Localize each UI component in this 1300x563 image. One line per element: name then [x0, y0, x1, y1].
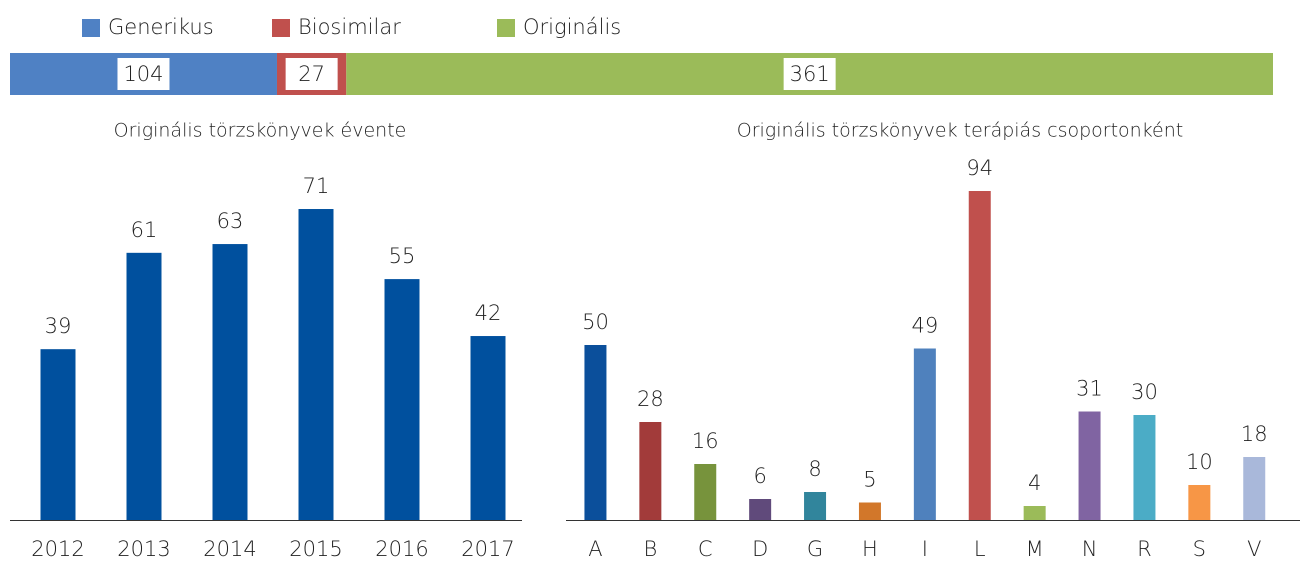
value-label: 63: [217, 209, 244, 233]
value-label: 18: [1241, 422, 1268, 446]
legend-swatch: [272, 19, 290, 37]
bar: [1133, 415, 1156, 520]
bar: [968, 191, 991, 520]
x-tick-label: 2012: [31, 537, 84, 561]
value-label-box: [285, 58, 338, 90]
value-label: 104: [123, 62, 163, 86]
x-tick-label: B: [643, 537, 657, 561]
value-label: 27: [298, 62, 325, 86]
chart-title: Originális törzskönyvek terápiás csoport…: [737, 120, 1183, 142]
x-tick-label: L: [974, 537, 986, 561]
value-label: 10: [1186, 450, 1213, 474]
value-label: 94: [966, 156, 993, 180]
bar: [212, 244, 248, 520]
x-tick-label: A: [588, 537, 602, 561]
value-label: 361: [790, 62, 830, 86]
legend-label: Originális: [523, 15, 621, 39]
value-label: 16: [692, 429, 719, 453]
value-label: 71: [303, 174, 330, 198]
legend-label: Generikus: [108, 15, 214, 39]
value-label: 5: [863, 468, 876, 492]
value-label-box: [783, 58, 836, 90]
value-label: 30: [1131, 380, 1158, 404]
bar: [749, 499, 772, 520]
x-tick-label: I: [922, 537, 928, 561]
x-tick-label: M: [1026, 537, 1044, 561]
value-label: 39: [45, 314, 72, 338]
x-tick-label: 2014: [203, 537, 256, 561]
bar: [126, 252, 162, 520]
bar: [1078, 411, 1101, 520]
x-tick-label: 2016: [375, 537, 428, 561]
value-label: 50: [582, 310, 609, 334]
bar: [384, 279, 420, 520]
x-tick-label: 2013: [117, 537, 170, 561]
bar: [470, 336, 506, 520]
value-label: 8: [808, 457, 821, 481]
value-label: 55: [389, 244, 416, 268]
chart-title: Originális törzskönyvek évente: [114, 120, 407, 142]
bar: [584, 345, 607, 520]
x-tick-label: 2015: [289, 537, 342, 561]
value-label: 4: [1028, 471, 1041, 495]
bar: [1188, 485, 1211, 520]
x-tick-label: D: [752, 537, 768, 561]
value-label: 28: [637, 387, 664, 411]
x-tick-label: 2017: [461, 537, 514, 561]
bar: [1023, 506, 1046, 520]
value-label: 42: [475, 301, 502, 325]
x-tick-label: H: [862, 537, 878, 561]
bar: [694, 464, 717, 520]
bar: [639, 422, 662, 520]
value-label: 6: [753, 464, 766, 488]
x-tick-label: S: [1193, 537, 1206, 561]
value-label: 49: [911, 314, 938, 338]
x-tick-label: V: [1247, 537, 1261, 561]
bar: [1243, 457, 1266, 520]
bar: [913, 348, 936, 520]
legend-swatch: [497, 19, 515, 37]
x-tick-label: N: [1082, 537, 1098, 561]
bar: [40, 349, 76, 520]
value-label-box: [117, 58, 170, 90]
x-tick-label: R: [1137, 537, 1152, 561]
value-label: 31: [1076, 377, 1103, 401]
x-tick-label: C: [698, 537, 713, 561]
legend-swatch: [82, 19, 100, 37]
legend-label: Biosimilar: [298, 15, 401, 39]
bar: [804, 492, 827, 520]
value-label: 61: [131, 218, 158, 242]
x-tick-label: G: [807, 537, 823, 561]
bar: [298, 209, 334, 520]
bar: [858, 502, 881, 520]
